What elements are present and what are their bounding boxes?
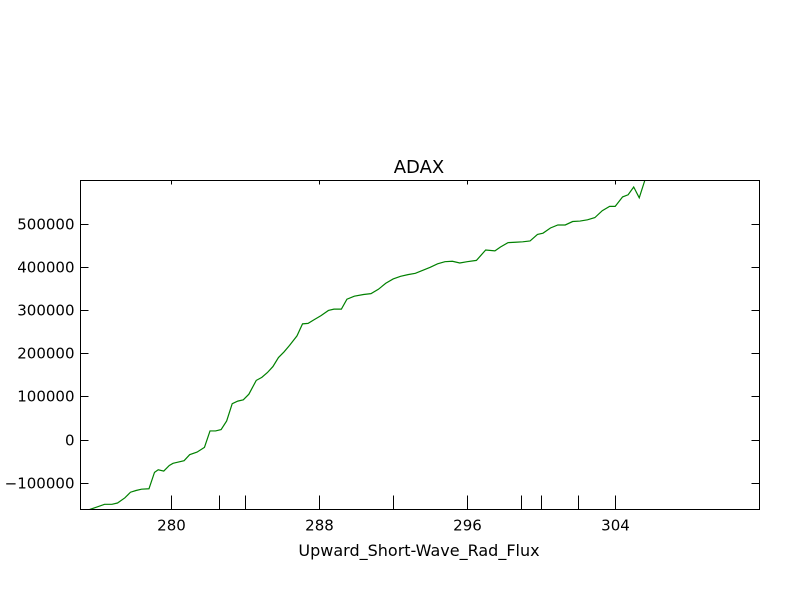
x-tick-labels: 280 288 296 304	[157, 517, 630, 535]
y-tick-marks	[80, 224, 760, 484]
plot-frame	[80, 180, 760, 510]
y-tick-label: 0	[65, 432, 75, 450]
x-axis-label: Upward_Short-Wave_Rad_Flux	[298, 541, 539, 561]
x-tick-label: 296	[453, 517, 482, 535]
x-tick-label: 304	[601, 517, 630, 535]
series-line	[89, 180, 646, 510]
y-tick-label: 100000	[17, 388, 74, 406]
y-tick-label: 200000	[17, 345, 74, 363]
x-minor-tick-marks	[219, 495, 579, 510]
y-tick-labels: −100000 0 100000 200000 300000 400000 500000	[5, 216, 75, 493]
chart-title: ADAX	[394, 157, 445, 178]
x-tick-marks	[171, 180, 616, 510]
series-layer	[89, 180, 646, 510]
y-tick-label: 300000	[17, 302, 74, 320]
y-tick-label: 500000	[17, 216, 74, 234]
y-tick-label: −100000	[5, 475, 75, 493]
y-tick-label: 400000	[17, 259, 74, 277]
x-tick-label: 288	[305, 517, 334, 535]
x-tick-label: 280	[157, 517, 186, 535]
plot-area	[80, 180, 760, 510]
